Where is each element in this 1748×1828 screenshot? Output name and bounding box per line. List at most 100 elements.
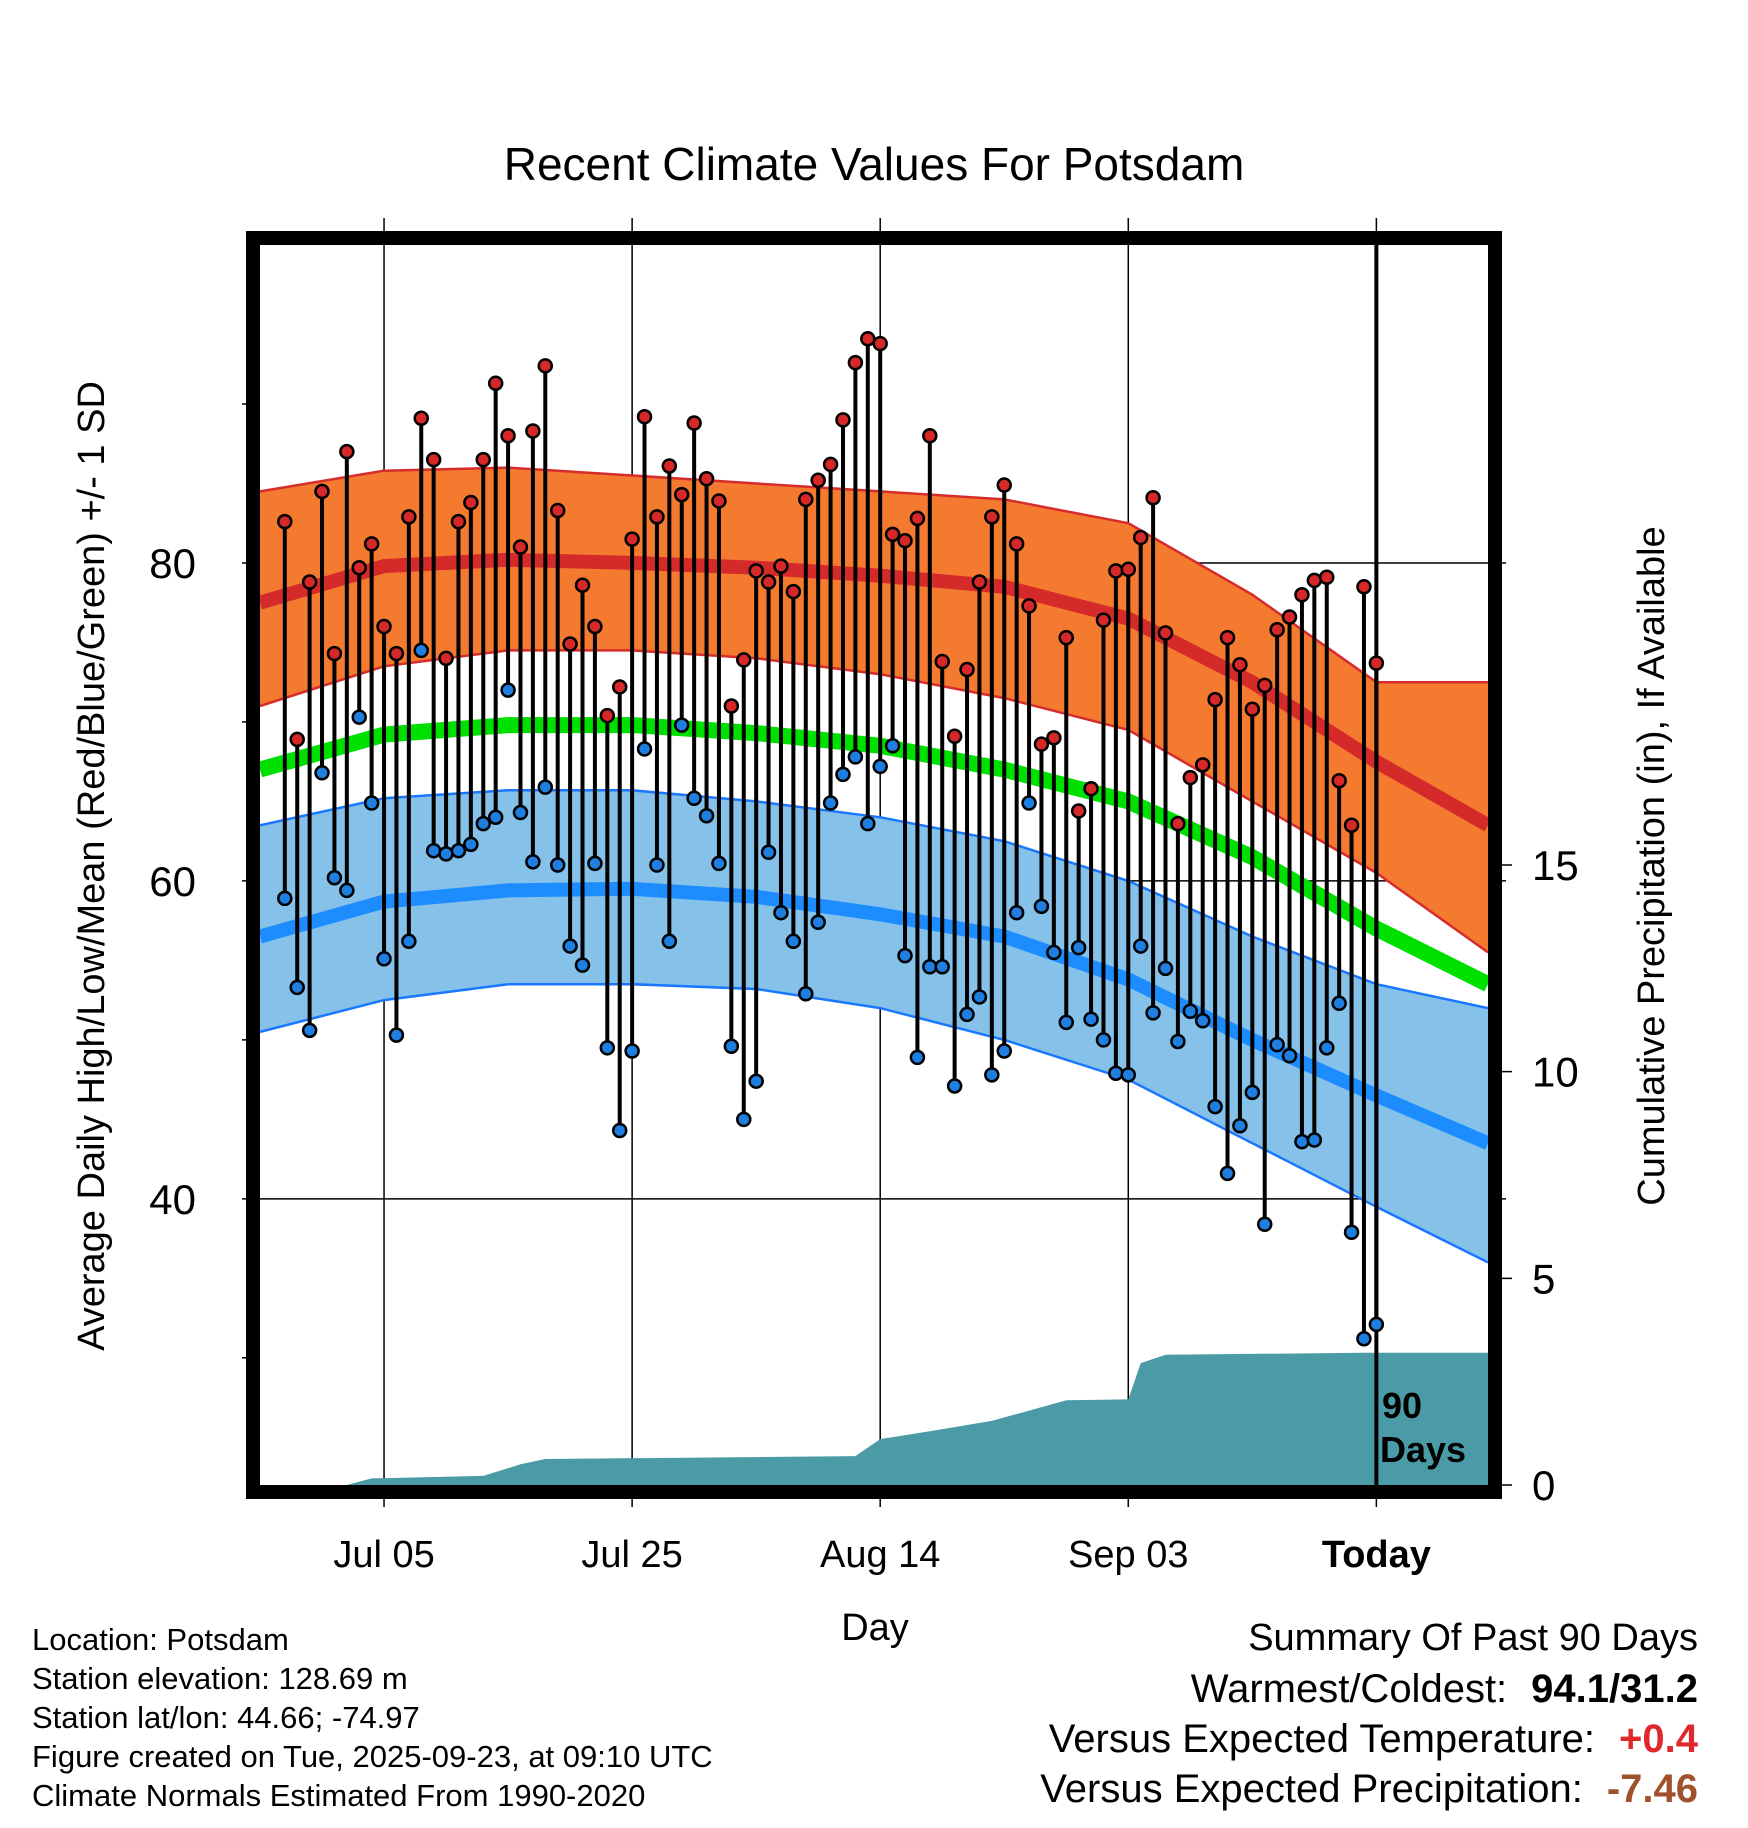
daily-high-point xyxy=(1219,629,1236,646)
daily-high-point xyxy=(1256,677,1273,694)
daily-high-point xyxy=(736,652,752,668)
daily-low-point xyxy=(1207,1098,1223,1115)
daily-low-point xyxy=(351,709,367,725)
daily-high-point xyxy=(438,650,454,667)
daily-low-point xyxy=(1281,1048,1298,1064)
daily-low-point xyxy=(512,804,529,821)
chart-title: Recent Climate Values For Potsdam xyxy=(504,138,1245,190)
high-sd-band xyxy=(260,467,1488,953)
daily-low-point xyxy=(971,989,988,1005)
daily-high-point xyxy=(661,458,678,474)
daily-low-point xyxy=(1368,1316,1385,1333)
daily-high-point xyxy=(860,331,876,347)
daily-high-point xyxy=(1170,815,1186,832)
daily-low-point xyxy=(1108,1065,1124,1082)
daily-low-point xyxy=(1244,1084,1261,1101)
daily-low-point xyxy=(822,795,839,811)
daily-high-point xyxy=(810,472,826,489)
daily-low-point xyxy=(835,766,851,783)
daily-low-point xyxy=(277,890,293,907)
daily-low-point xyxy=(1070,939,1087,956)
daily-low-point xyxy=(500,682,516,698)
daily-low-point xyxy=(562,938,578,954)
daily-high-point xyxy=(562,636,578,652)
daily-low-point xyxy=(673,717,690,733)
daily-low-point xyxy=(289,979,305,996)
daily-low-point xyxy=(872,758,888,775)
daily-high-point xyxy=(897,532,913,549)
daily-low-point xyxy=(773,904,789,921)
daily-high-point xyxy=(1269,621,1285,638)
daily-high-point xyxy=(934,653,950,670)
daily-high-point xyxy=(512,539,529,555)
daily-low-point xyxy=(1157,960,1174,977)
daily-high-point xyxy=(500,428,516,444)
daily-low-point xyxy=(487,809,504,826)
daily-high-point xyxy=(1145,490,1161,506)
daily-high-point xyxy=(624,531,640,547)
daily-low-point xyxy=(1331,995,1347,1012)
daily-high-point xyxy=(376,618,392,635)
daily-low-point xyxy=(574,957,591,973)
x-axis-label: Day xyxy=(841,1607,909,1649)
y-tick-label: 40 xyxy=(149,1176,196,1223)
daily-high-point xyxy=(1244,701,1261,717)
daily-high-point xyxy=(1120,561,1137,578)
daily-high-point xyxy=(1356,579,1372,595)
daily-low-point xyxy=(1046,944,1062,961)
daily-low-point xyxy=(326,869,343,886)
daily-low-point xyxy=(1145,1005,1161,1021)
daily-low-point xyxy=(425,842,442,859)
daily-high-point xyxy=(1232,656,1248,673)
daily-low-point xyxy=(363,795,380,811)
daily-high-point xyxy=(289,731,305,748)
daily-low-point xyxy=(748,1073,764,1089)
daily-high-point xyxy=(996,477,1012,493)
daily-low-point xyxy=(1182,1003,1199,1020)
daily-high-point xyxy=(1368,655,1385,671)
daily-low-point xyxy=(450,842,467,859)
precipitation-departure-row: Versus Expected Precipitation: -7.46 xyxy=(1040,1764,1698,1814)
daily-low-point xyxy=(599,1040,616,1056)
daily-low-point xyxy=(1219,1165,1236,1182)
daily-low-point xyxy=(698,807,715,824)
daily-high-point xyxy=(1182,769,1199,786)
summary-panel: Summary Of Past 90 Days Warmest/Coldest:… xyxy=(1040,1612,1698,1814)
daily-high-point xyxy=(277,513,293,530)
daily-low-point xyxy=(1120,1067,1137,1083)
daily-low-point xyxy=(636,741,653,757)
daily-high-point xyxy=(326,645,343,662)
daily-low-point xyxy=(649,857,665,873)
daily-high-point xyxy=(1194,757,1211,773)
daily-low-point xyxy=(624,1043,640,1059)
daily-high-point xyxy=(611,679,628,695)
daily-low-point xyxy=(897,947,913,964)
temperature-departure-row: Versus Expected Temperature: +0.4 xyxy=(1040,1714,1698,1764)
y-axis-label: Average Daily High/Low/Mean (Red/Blue/Gr… xyxy=(71,381,113,1351)
daily-high-point xyxy=(1058,629,1075,646)
daily-low-point xyxy=(909,1049,926,1066)
y2-tick-label: 5 xyxy=(1532,1255,1555,1302)
daily-low-point xyxy=(1170,1033,1186,1050)
low-sd-lower-edge xyxy=(260,982,1488,1264)
daily-high-point xyxy=(711,493,727,509)
y2-axis-label: Cumulative Precipitation (in), If Availa… xyxy=(1631,526,1673,1205)
daily-low-point xyxy=(1083,1011,1099,1027)
daily-high-point xyxy=(599,707,616,724)
daily-low-point xyxy=(1269,1036,1285,1053)
daily-low-point xyxy=(388,1027,405,1043)
warmest-coldest-label: Warmest/Coldest: xyxy=(1190,1667,1508,1711)
latlon-text: Station lat/lon: 44.66; -74.97 xyxy=(32,1700,420,1735)
daily-low-point xyxy=(736,1111,752,1128)
daily-low-point xyxy=(946,1078,963,1094)
daily-low-point xyxy=(1256,1216,1273,1233)
daily-low-point xyxy=(723,1038,740,1054)
daily-high-point xyxy=(946,728,963,744)
daily-high-point xyxy=(822,456,839,473)
daily-low-point xyxy=(475,815,492,832)
daily-high-point xyxy=(1331,772,1347,789)
daily-high-point xyxy=(463,494,479,511)
daily-low-point xyxy=(996,1043,1012,1059)
daily-low-point xyxy=(587,855,603,872)
daily-low-point xyxy=(339,882,355,899)
